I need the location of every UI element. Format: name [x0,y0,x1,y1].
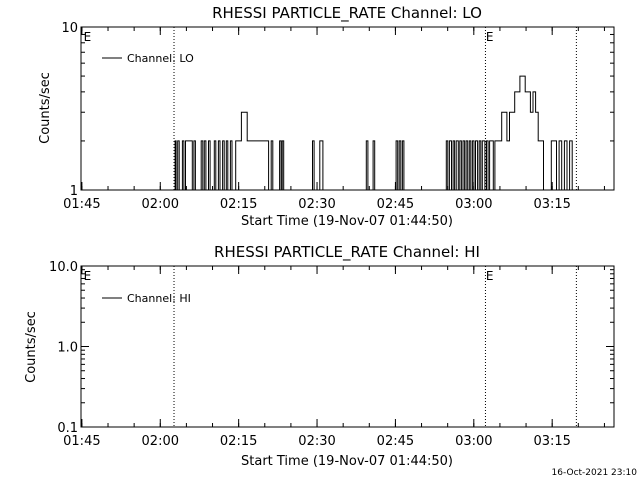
panel-hi: RHESSI PARTICLE_RATE Channel: HI 01:45 02… [24,243,615,469]
dotted-markers-hi [173,266,577,427]
legend-hi: Channel: HI [102,292,191,305]
chart-title-lo: RHESSI PARTICLE_RATE Channel: LO [212,4,482,23]
x-tick-label: 01:45 [63,197,100,212]
x-tick-label: 03:00 [455,434,492,449]
footer-timestamp: 16-Oct-2021 23:10 [552,468,638,478]
x-tick-label: 02:30 [298,197,335,212]
x-tick-label: 02:00 [142,197,179,212]
y-tick-label: 1.0 [57,341,78,356]
x-tick-label: 02:00 [142,434,179,449]
event-marker-e: E [486,30,494,44]
event-marker-e: E [84,269,92,283]
x-axis-label-lo: Start Time (19-Nov-07 01:44:50) [241,214,453,229]
legend-label-lo: Channel: LO [127,52,194,65]
x-tick-label: 02:45 [377,434,414,449]
x-tick-label: 03:00 [455,197,492,212]
x-tick-label: 03:15 [533,197,570,212]
x-tick-label: 02:15 [220,197,257,212]
x-axis-label-hi: Start Time (19-Nov-07 01:44:50) [241,454,453,469]
y-axis-hi: 0.1 1.0 10.0 [49,260,614,436]
y-tick-label: 0.1 [57,421,78,436]
legend-lo: Channel: LO [102,52,194,65]
x-tick-label: 01:45 [63,434,100,449]
y-tick-label: 10.0 [49,260,78,275]
series-line-lo [81,75,614,191]
y-axis-label-lo: Counts/sec [38,72,53,144]
x-tick-label: 02:45 [377,197,414,212]
y-tick-label: 10 [61,21,78,36]
event-marker-e: E [486,269,494,283]
series-lo [81,75,614,191]
x-tick-label: 02:15 [220,434,257,449]
event-marker-e: E [84,30,92,44]
x-tick-label: 02:30 [298,434,335,449]
dotted-markers-lo [173,27,577,190]
legend-label-hi: Channel: HI [127,292,191,305]
y-axis-label-hi: Counts/sec [24,311,39,383]
chart-title-hi: RHESSI PARTICLE_RATE Channel: HI [214,243,480,262]
y-tick-label: 1 [70,184,78,199]
x-axis-hi: 01:45 02:00 02:15 02:30 02:45 03:00 03:15 [63,266,605,449]
x-axis-lo: 01:45 02:00 02:15 02:30 02:45 03:00 03:15 [63,27,605,212]
y-axis-lo: 1 10 [61,21,614,199]
plot-frame-hi [80,265,615,428]
x-tick-label: 03:15 [533,434,570,449]
panel-lo: RHESSI PARTICLE_RATE Channel: LO 01:45 02… [38,4,615,229]
